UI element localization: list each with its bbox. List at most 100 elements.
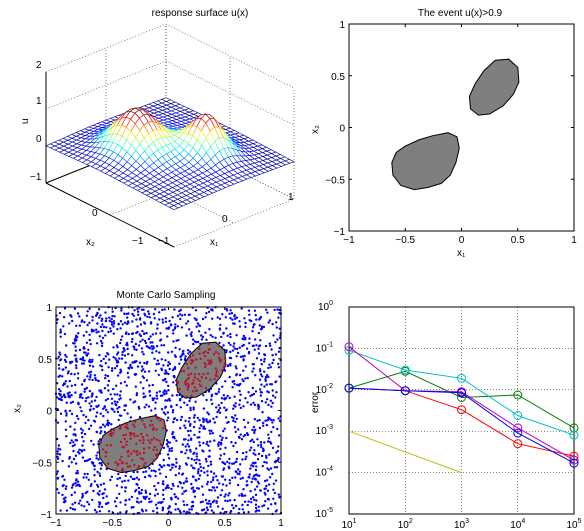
sample-point bbox=[276, 308, 279, 311]
sample-point bbox=[278, 375, 281, 378]
sample-point bbox=[56, 452, 59, 455]
sample-point bbox=[101, 317, 104, 321]
sample-point bbox=[126, 316, 129, 319]
sample-point bbox=[223, 398, 226, 401]
sample-point bbox=[138, 361, 142, 364]
sample-point bbox=[164, 317, 167, 320]
sample-point bbox=[216, 316, 219, 319]
sample-point bbox=[204, 331, 207, 334]
sample-point-inside bbox=[112, 431, 115, 435]
sample-point bbox=[174, 465, 177, 468]
error-axes-box bbox=[348, 306, 575, 515]
sample-point bbox=[93, 420, 97, 423]
sample-point bbox=[147, 310, 150, 313]
sample-point bbox=[90, 360, 94, 363]
sample-point bbox=[186, 443, 189, 446]
sample-point bbox=[144, 489, 147, 492]
sample-point-inside bbox=[133, 425, 136, 428]
sample-point bbox=[172, 340, 175, 343]
error-series-marker bbox=[513, 423, 523, 433]
sample-point bbox=[105, 326, 108, 329]
event-x-tick-label: 1 bbox=[571, 235, 577, 246]
error-series-marker bbox=[569, 423, 579, 433]
sample-point bbox=[151, 398, 155, 402]
sample-point bbox=[64, 496, 67, 499]
sample-point bbox=[161, 308, 164, 312]
event-x-tick-label: −1 bbox=[343, 235, 355, 246]
sample-point bbox=[259, 394, 262, 397]
sample-point bbox=[120, 307, 123, 310]
sample-point-inside bbox=[155, 428, 158, 431]
sample-point bbox=[205, 506, 209, 509]
sample-point bbox=[178, 348, 181, 351]
sample-point bbox=[245, 451, 248, 454]
sample-point-inside bbox=[184, 379, 188, 383]
sample-point-inside bbox=[190, 394, 193, 397]
sample-point bbox=[251, 477, 254, 480]
sample-point bbox=[92, 329, 96, 332]
sample-point bbox=[88, 333, 91, 336]
sample-point bbox=[69, 506, 72, 510]
sample-point bbox=[131, 320, 134, 323]
sample-point bbox=[247, 352, 251, 355]
sample-point bbox=[81, 436, 84, 439]
sample-point bbox=[85, 330, 88, 334]
event-y-tick-label: 0 bbox=[339, 124, 345, 135]
sample-point bbox=[165, 443, 169, 446]
sample-point bbox=[162, 480, 165, 483]
sample-point bbox=[238, 325, 242, 328]
sample-point bbox=[119, 382, 123, 385]
error-x-tick-exponent: 2 bbox=[409, 518, 413, 525]
sample-point bbox=[100, 359, 103, 363]
sample-point bbox=[138, 407, 141, 410]
sample-point bbox=[116, 410, 120, 414]
sample-point bbox=[222, 429, 225, 433]
sample-point bbox=[142, 308, 145, 311]
sample-point bbox=[87, 418, 90, 422]
sample-point bbox=[81, 492, 84, 496]
sample-point bbox=[207, 464, 210, 468]
sample-point bbox=[181, 472, 185, 475]
sample-point bbox=[155, 350, 158, 353]
sample-point bbox=[100, 344, 104, 348]
sample-point bbox=[207, 444, 210, 447]
sample-point bbox=[226, 499, 229, 503]
sample-point bbox=[185, 463, 188, 466]
sample-point-inside bbox=[187, 384, 191, 387]
sample-point-inside bbox=[147, 446, 151, 449]
sample-point bbox=[117, 323, 120, 326]
sample-point bbox=[238, 470, 242, 473]
sample-point bbox=[164, 320, 168, 323]
sample-point bbox=[224, 499, 227, 502]
sample-point-inside bbox=[190, 362, 193, 365]
sample-point bbox=[224, 409, 228, 412]
sample-point bbox=[99, 467, 103, 470]
sample-point bbox=[169, 511, 173, 514]
sample-point bbox=[118, 357, 121, 360]
sample-point bbox=[228, 482, 232, 485]
sample-point bbox=[142, 368, 145, 371]
sample-point bbox=[115, 364, 119, 368]
sample-point bbox=[189, 429, 192, 433]
sample-point bbox=[201, 500, 204, 503]
sample-point-inside bbox=[133, 435, 136, 438]
sample-point bbox=[253, 488, 257, 491]
sample-point bbox=[135, 482, 138, 486]
sample-point-inside bbox=[190, 359, 193, 362]
sample-point bbox=[155, 507, 159, 510]
sample-point bbox=[108, 316, 111, 319]
sample-point bbox=[88, 409, 92, 412]
sample-point bbox=[56, 457, 60, 460]
sample-point bbox=[217, 404, 220, 407]
sample-point bbox=[163, 392, 166, 396]
sample-point bbox=[168, 319, 171, 323]
sample-point-inside bbox=[186, 388, 190, 391]
sample-point bbox=[193, 495, 197, 498]
sample-point bbox=[174, 346, 177, 349]
sample-point bbox=[70, 461, 73, 464]
sample-point bbox=[159, 472, 162, 475]
sample-point bbox=[81, 429, 85, 432]
sample-point-inside bbox=[187, 382, 190, 385]
sample-point bbox=[247, 510, 250, 514]
sample-point bbox=[105, 495, 108, 498]
